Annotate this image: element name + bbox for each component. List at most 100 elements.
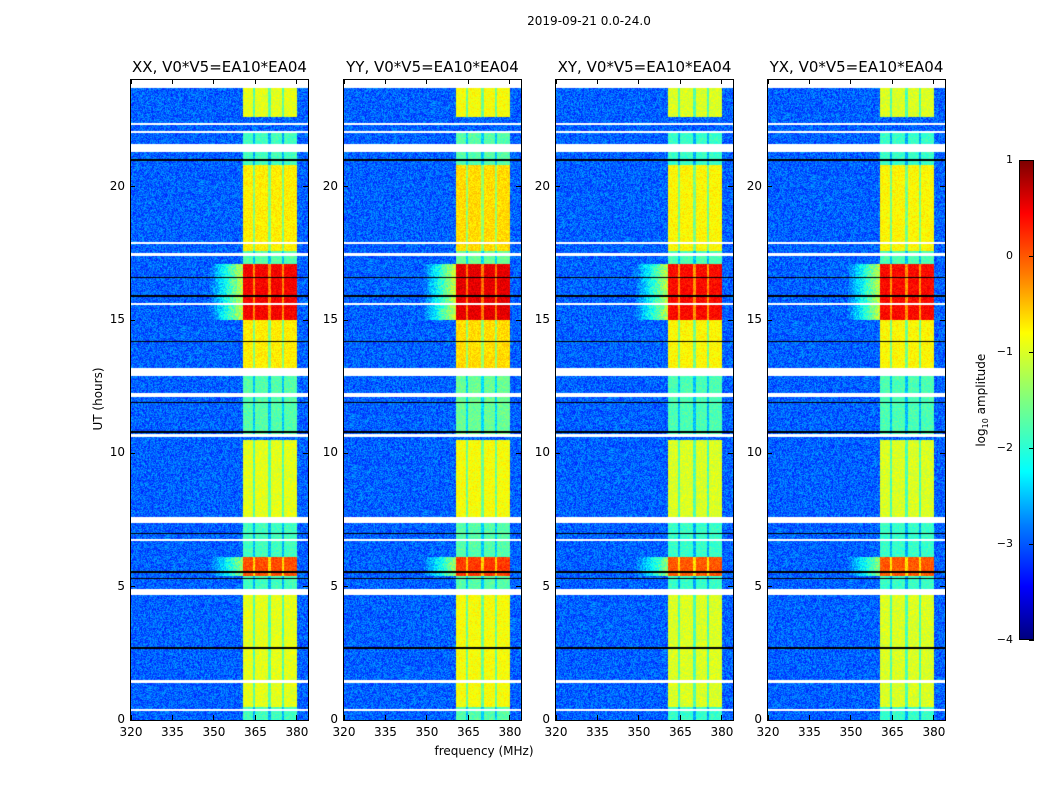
y-tick-right	[728, 719, 733, 721]
x-tick-label: 380	[285, 725, 309, 739]
colorbar-label-suffix: amplitude	[973, 353, 988, 419]
y-tick-left	[555, 186, 560, 188]
x-tick-label: 380	[710, 725, 734, 739]
colorbar-tick	[1029, 640, 1034, 641]
colorbar-label-sub: 10	[981, 418, 991, 429]
x-tick-top	[171, 79, 173, 84]
colorbar-label-prefix: log	[973, 428, 988, 447]
x-tick-label: 335	[798, 725, 821, 739]
x-tick-bottom	[596, 715, 598, 720]
y-tick-right	[940, 319, 945, 321]
axes-frame	[343, 79, 522, 721]
x-tick-label: 350	[202, 725, 226, 739]
y-tick-right	[303, 452, 308, 454]
x-tick-top	[555, 79, 557, 84]
y-tick-right	[516, 186, 521, 188]
x-tick-label: 380	[498, 725, 522, 739]
y-tick-left	[343, 452, 348, 454]
x-tick-bottom	[343, 715, 345, 720]
y-tick-label: 10	[746, 445, 762, 460]
y-tick-left	[767, 319, 772, 321]
y-tick-left	[130, 319, 135, 321]
x-tick-top	[679, 79, 681, 84]
colorbar-tick-label: −3	[996, 537, 1013, 550]
y-tick-left	[343, 719, 348, 721]
colorbar-tick	[1029, 352, 1034, 353]
y-tick-label: 5	[542, 578, 550, 593]
y-tick-right	[303, 186, 308, 188]
panel-title: XY, V0*V5=EA10*EA04	[557, 58, 732, 76]
x-tick-label: 380	[922, 725, 946, 739]
x-tick-bottom	[555, 715, 557, 720]
x-tick-label: 320	[119, 725, 143, 739]
x-tick-bottom	[721, 715, 723, 720]
x-tick-top	[596, 79, 598, 84]
y-tick-right	[940, 452, 945, 454]
y-tick-label: 15	[746, 312, 762, 326]
colorbar-tick	[1029, 448, 1034, 449]
y-tick-right	[940, 586, 945, 588]
waterfall-image	[768, 80, 945, 720]
y-tick-label: 20	[322, 178, 338, 193]
x-tick-top	[130, 79, 132, 84]
y-tick-left	[130, 586, 135, 588]
y-tick-left	[130, 186, 135, 188]
y-tick-left	[767, 186, 772, 188]
heatmap-panel: XY, V0*V5=EA10*EA04 320 335 350 365 380 0 5 10 15…	[535, 58, 734, 739]
x-tick-bottom	[467, 715, 469, 720]
y-tick-left	[130, 719, 135, 721]
x-tick-label: 350	[839, 725, 863, 739]
y-tick-left	[343, 586, 348, 588]
y-tick-left	[343, 319, 348, 321]
x-tick-top	[850, 79, 852, 84]
colorbar-tick	[1029, 256, 1034, 257]
x-tick-top	[467, 79, 469, 84]
y-tick-right	[303, 586, 308, 588]
y-tick-label: 0	[330, 712, 338, 726]
x-tick-bottom	[933, 715, 935, 720]
y-tick-label: 5	[330, 578, 338, 593]
y-tick-label: 10	[322, 445, 338, 460]
x-tick-label: 365	[244, 725, 267, 739]
y-tick-left	[130, 452, 135, 454]
y-tick-right	[303, 719, 308, 721]
y-tick-label: 15	[534, 312, 550, 326]
axes-frame	[767, 79, 946, 721]
panel-title: YX, V0*V5=EA10*EA04	[769, 58, 944, 76]
x-tick-top	[254, 79, 256, 84]
y-tick-right	[728, 319, 733, 321]
y-tick-label: 20	[534, 178, 550, 193]
x-tick-label: 335	[586, 725, 609, 739]
x-tick-bottom	[384, 715, 386, 720]
y-tick-left	[555, 319, 560, 321]
x-tick-bottom	[296, 715, 298, 720]
y-tick-label: 0	[117, 712, 125, 726]
colorbar-tick-label: −1	[996, 345, 1013, 358]
y-tick-label: 5	[117, 578, 125, 593]
y-tick-label: 20	[746, 178, 762, 193]
y-tick-left	[767, 452, 772, 454]
x-tick-label: 335	[374, 725, 397, 739]
y-tick-right	[940, 186, 945, 188]
heatmap-panel: YY, V0*V5=EA10*EA04 320 335 350 365 380 0 5 10 15…	[323, 58, 522, 739]
x-tick-bottom	[130, 715, 132, 720]
x-tick-bottom	[426, 715, 428, 720]
y-tick-right	[303, 319, 308, 321]
x-tick-top	[296, 79, 298, 84]
y-tick-right	[516, 452, 521, 454]
y-tick-left	[555, 719, 560, 721]
y-tick-right	[728, 452, 733, 454]
y-tick-label: 10	[109, 445, 125, 460]
waterfall-image	[556, 80, 733, 720]
x-tick-label: 320	[756, 725, 780, 739]
x-tick-label: 320	[332, 725, 356, 739]
x-tick-top	[384, 79, 386, 84]
colorbar-tick-label: 0	[1006, 249, 1013, 262]
x-tick-bottom	[679, 715, 681, 720]
x-tick-bottom	[213, 715, 215, 720]
x-tick-bottom	[254, 715, 256, 720]
y-tick-left	[555, 452, 560, 454]
waterfall-image	[344, 80, 521, 720]
y-tick-label: 0	[542, 712, 550, 726]
x-tick-top	[767, 79, 769, 84]
